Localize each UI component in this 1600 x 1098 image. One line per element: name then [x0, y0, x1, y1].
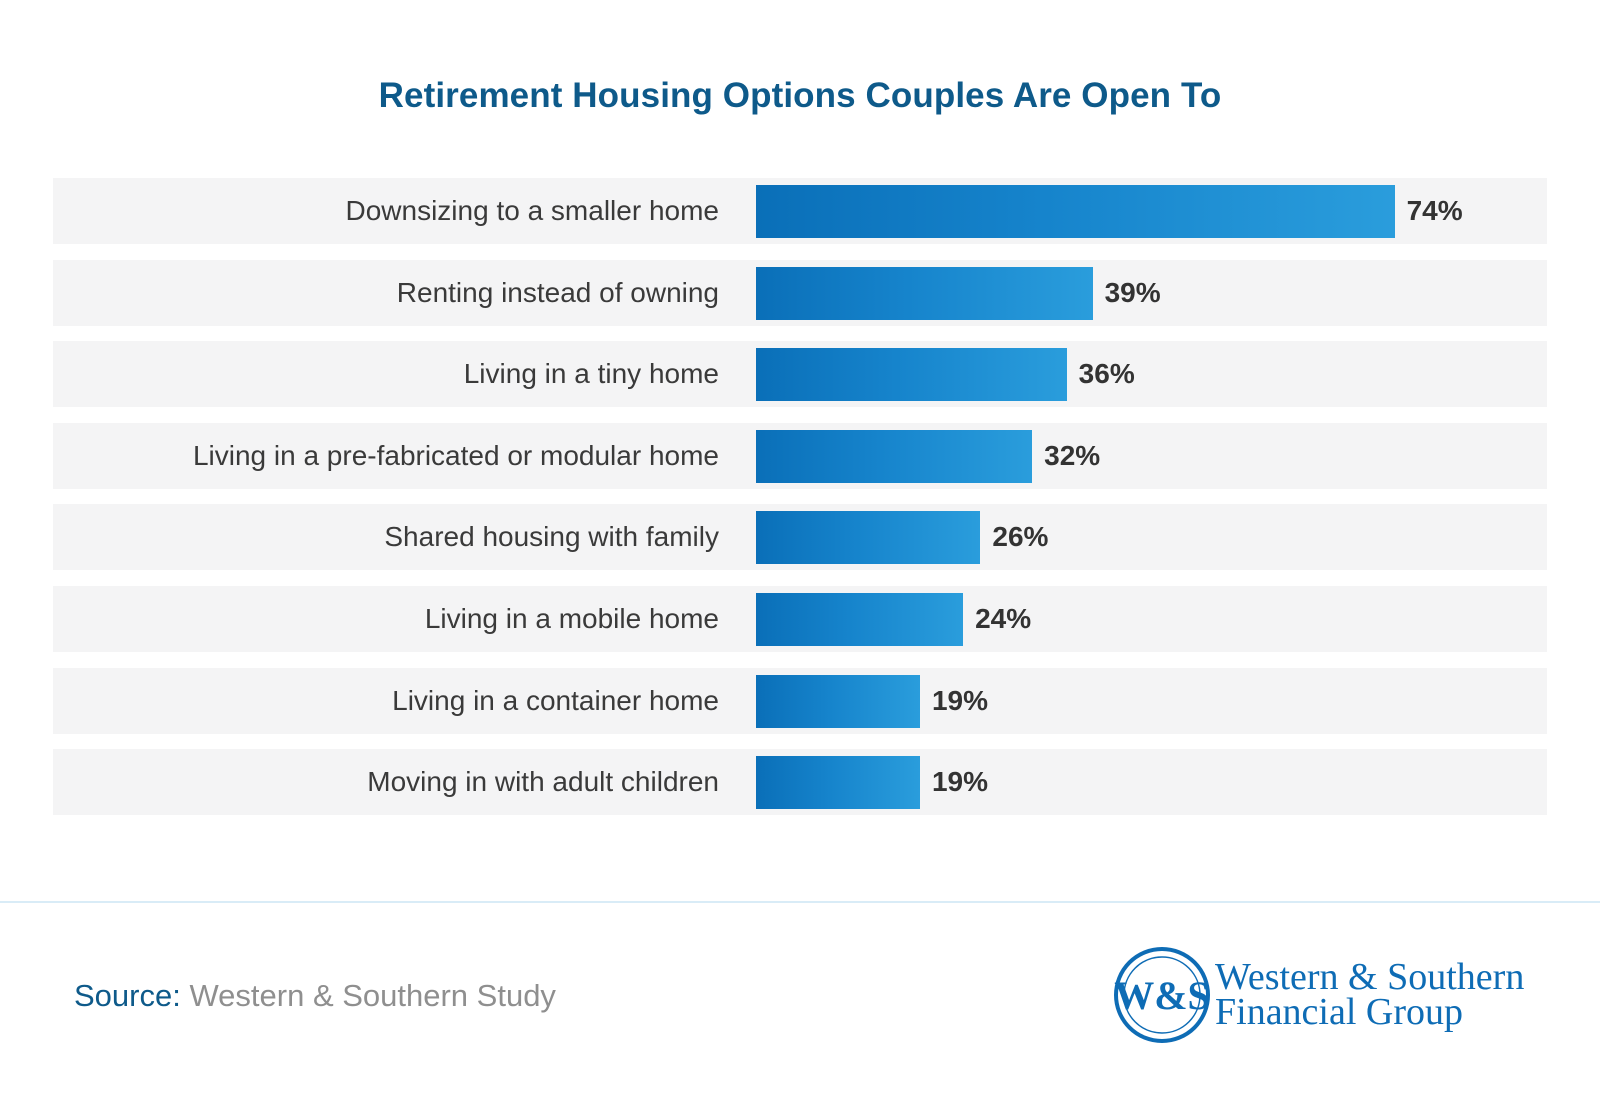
value-label: 19%	[931, 766, 989, 797]
bar-row: Downsizing to a smaller home 74%	[53, 178, 1547, 244]
value-label: 24%	[975, 603, 1032, 634]
source-label: Source:	[74, 978, 181, 1013]
bar-row: Moving in with adult children 19%	[53, 749, 1547, 815]
bar	[756, 267, 1093, 320]
bar	[756, 430, 1033, 483]
logo-line-1: Western & Southern	[1215, 956, 1525, 998]
source-text: Western & Southern Study	[189, 978, 556, 1013]
bar-row: Living in a pre-fabricated or modular ho…	[53, 423, 1547, 489]
logo-ring-icon	[1114, 947, 1210, 1043]
bar-row: Living in a tiny home 36%	[53, 341, 1547, 407]
category-label: Moving in with adult children	[367, 766, 719, 797]
bar-row: Living in a mobile home 24%	[53, 586, 1547, 652]
bar	[756, 511, 981, 564]
value-label: 74%	[1406, 195, 1463, 226]
source-note: Source: Western & Southern Study	[74, 978, 556, 1014]
category-label: Living in a container home	[392, 685, 719, 716]
bar	[756, 756, 920, 809]
bar-row: Shared housing with family 26%	[53, 504, 1547, 570]
category-label: Downsizing to a smaller home	[345, 195, 720, 226]
category-label: Renting instead of owning	[396, 277, 719, 308]
bar	[756, 185, 1395, 238]
category-label: Living in a mobile home	[424, 603, 719, 634]
chart-title: Retirement Housing Options Couples Are O…	[378, 76, 1222, 115]
divider	[0, 901, 1600, 903]
value-label: 39%	[1104, 277, 1161, 308]
category-label: Living in a pre-fabricated or modular ho…	[192, 440, 719, 471]
bar	[756, 675, 920, 728]
logo-monogram: W&S	[1114, 973, 1210, 1018]
value-label: 36%	[1078, 358, 1135, 389]
value-label: 26%	[992, 521, 1049, 552]
bar	[756, 348, 1067, 401]
company-logo: W&S	[1114, 947, 1210, 1043]
bar-row: Renting instead of owning 39%	[53, 260, 1547, 326]
value-label: 32%	[1044, 440, 1101, 471]
bar-row: Living in a container home 19%	[53, 668, 1547, 734]
bar	[756, 593, 964, 646]
value-label: 19%	[931, 685, 989, 716]
category-label: Shared housing with family	[384, 521, 719, 552]
category-label: Living in a tiny home	[463, 358, 719, 389]
logo-line-2: Financial Group	[1215, 991, 1464, 1033]
